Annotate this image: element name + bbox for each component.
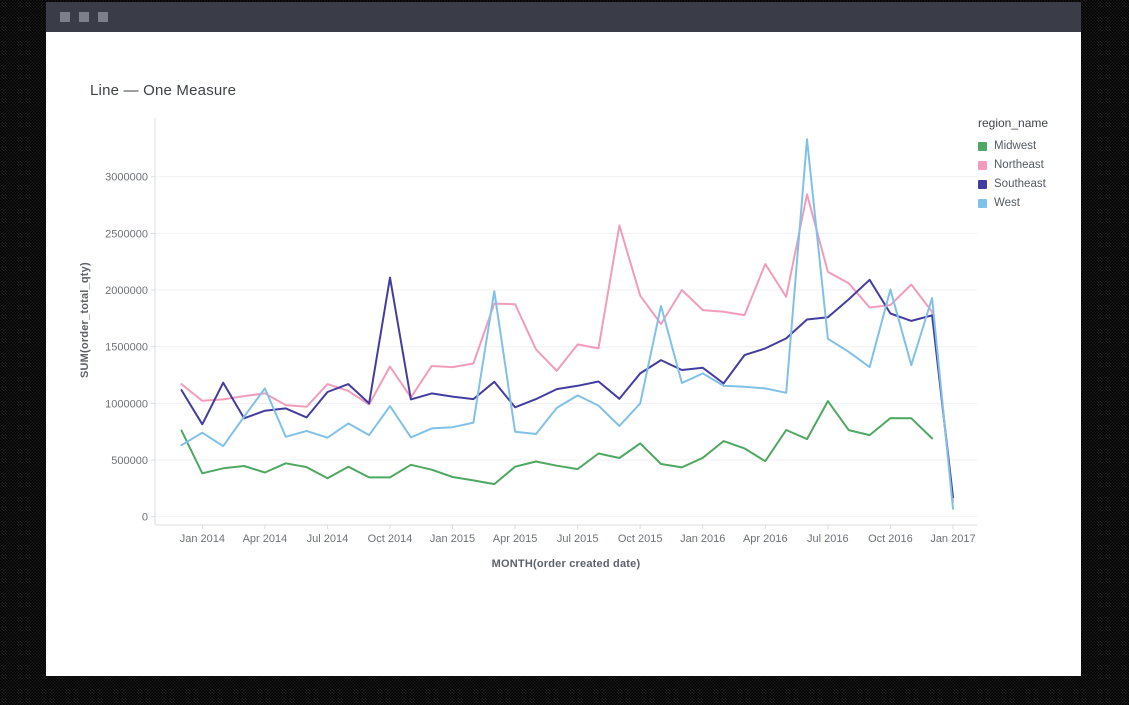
x-axis-title: MONTH(order created date)	[155, 558, 977, 570]
x-tick-label: Jul 2014	[307, 533, 349, 545]
y-tick-label: 500000	[111, 455, 148, 467]
legend-color-swatch-icon	[978, 199, 987, 208]
y-tick-label: 3000000	[105, 172, 148, 184]
window-button-icon[interactable]	[79, 12, 89, 22]
line-chart: 0 500000 1000000 1500000 2000000 2500000 30000…	[46, 32, 1081, 676]
legend-item-midwest[interactable]: Midwest	[978, 140, 1078, 152]
x-tick-label: Apr 2016	[743, 533, 788, 545]
window-button-icon[interactable]	[98, 12, 108, 22]
legend-item-southeast[interactable]: Southeast	[978, 178, 1078, 190]
legend-item-label: Southeast	[994, 178, 1046, 190]
legend-item-label: West	[994, 197, 1020, 209]
y-tick-label: 2500000	[105, 228, 148, 240]
x-tick-label: Jan 2014	[180, 533, 225, 545]
x-tick-label: Jan 2016	[680, 533, 725, 545]
series-line-west	[182, 139, 954, 509]
legend-color-swatch-icon	[978, 142, 987, 151]
legend-item-northeast[interactable]: Northeast	[978, 159, 1078, 171]
y-tick-label: 1000000	[105, 398, 148, 410]
x-tick-label: Apr 2014	[243, 533, 288, 545]
window-buttons-group	[60, 12, 108, 22]
screenshot-root: { "chrome": { "window_buttons": ["square…	[0, 0, 1129, 705]
y-tick-label: 0	[142, 512, 148, 524]
series-line-northeast	[182, 194, 954, 502]
legend-item-west[interactable]: West	[978, 197, 1078, 209]
legend-color-swatch-icon	[978, 161, 987, 170]
y-tick-label: 2000000	[105, 285, 148, 297]
legend-title: region_name	[978, 116, 1078, 130]
legend: region_name Midwest Northeast Southeast Wes…	[978, 116, 1078, 216]
legend-items-group: Midwest Northeast Southeast West	[978, 140, 1078, 209]
window-title-bar	[46, 2, 1081, 32]
x-tick-label: Jan 2017	[930, 533, 975, 545]
legend-color-swatch-icon	[978, 180, 987, 189]
x-tick-label: Oct 2014	[368, 533, 413, 545]
chart-window-card: Line — One Measure SUM(order_total_qty) …	[46, 2, 1081, 676]
x-tick-label: Jul 2015	[557, 533, 599, 545]
x-tick-label: Jul 2016	[807, 533, 849, 545]
x-tick-label: Oct 2015	[618, 533, 663, 545]
series-line-midwest	[182, 401, 933, 484]
x-tick-label: Apr 2015	[493, 533, 538, 545]
legend-item-label: Northeast	[994, 159, 1044, 171]
x-tick-label: Oct 2016	[868, 533, 913, 545]
legend-item-label: Midwest	[994, 140, 1036, 152]
window-button-icon[interactable]	[60, 12, 70, 22]
x-tick-label: Jan 2015	[430, 533, 475, 545]
y-tick-label: 1500000	[105, 342, 148, 354]
